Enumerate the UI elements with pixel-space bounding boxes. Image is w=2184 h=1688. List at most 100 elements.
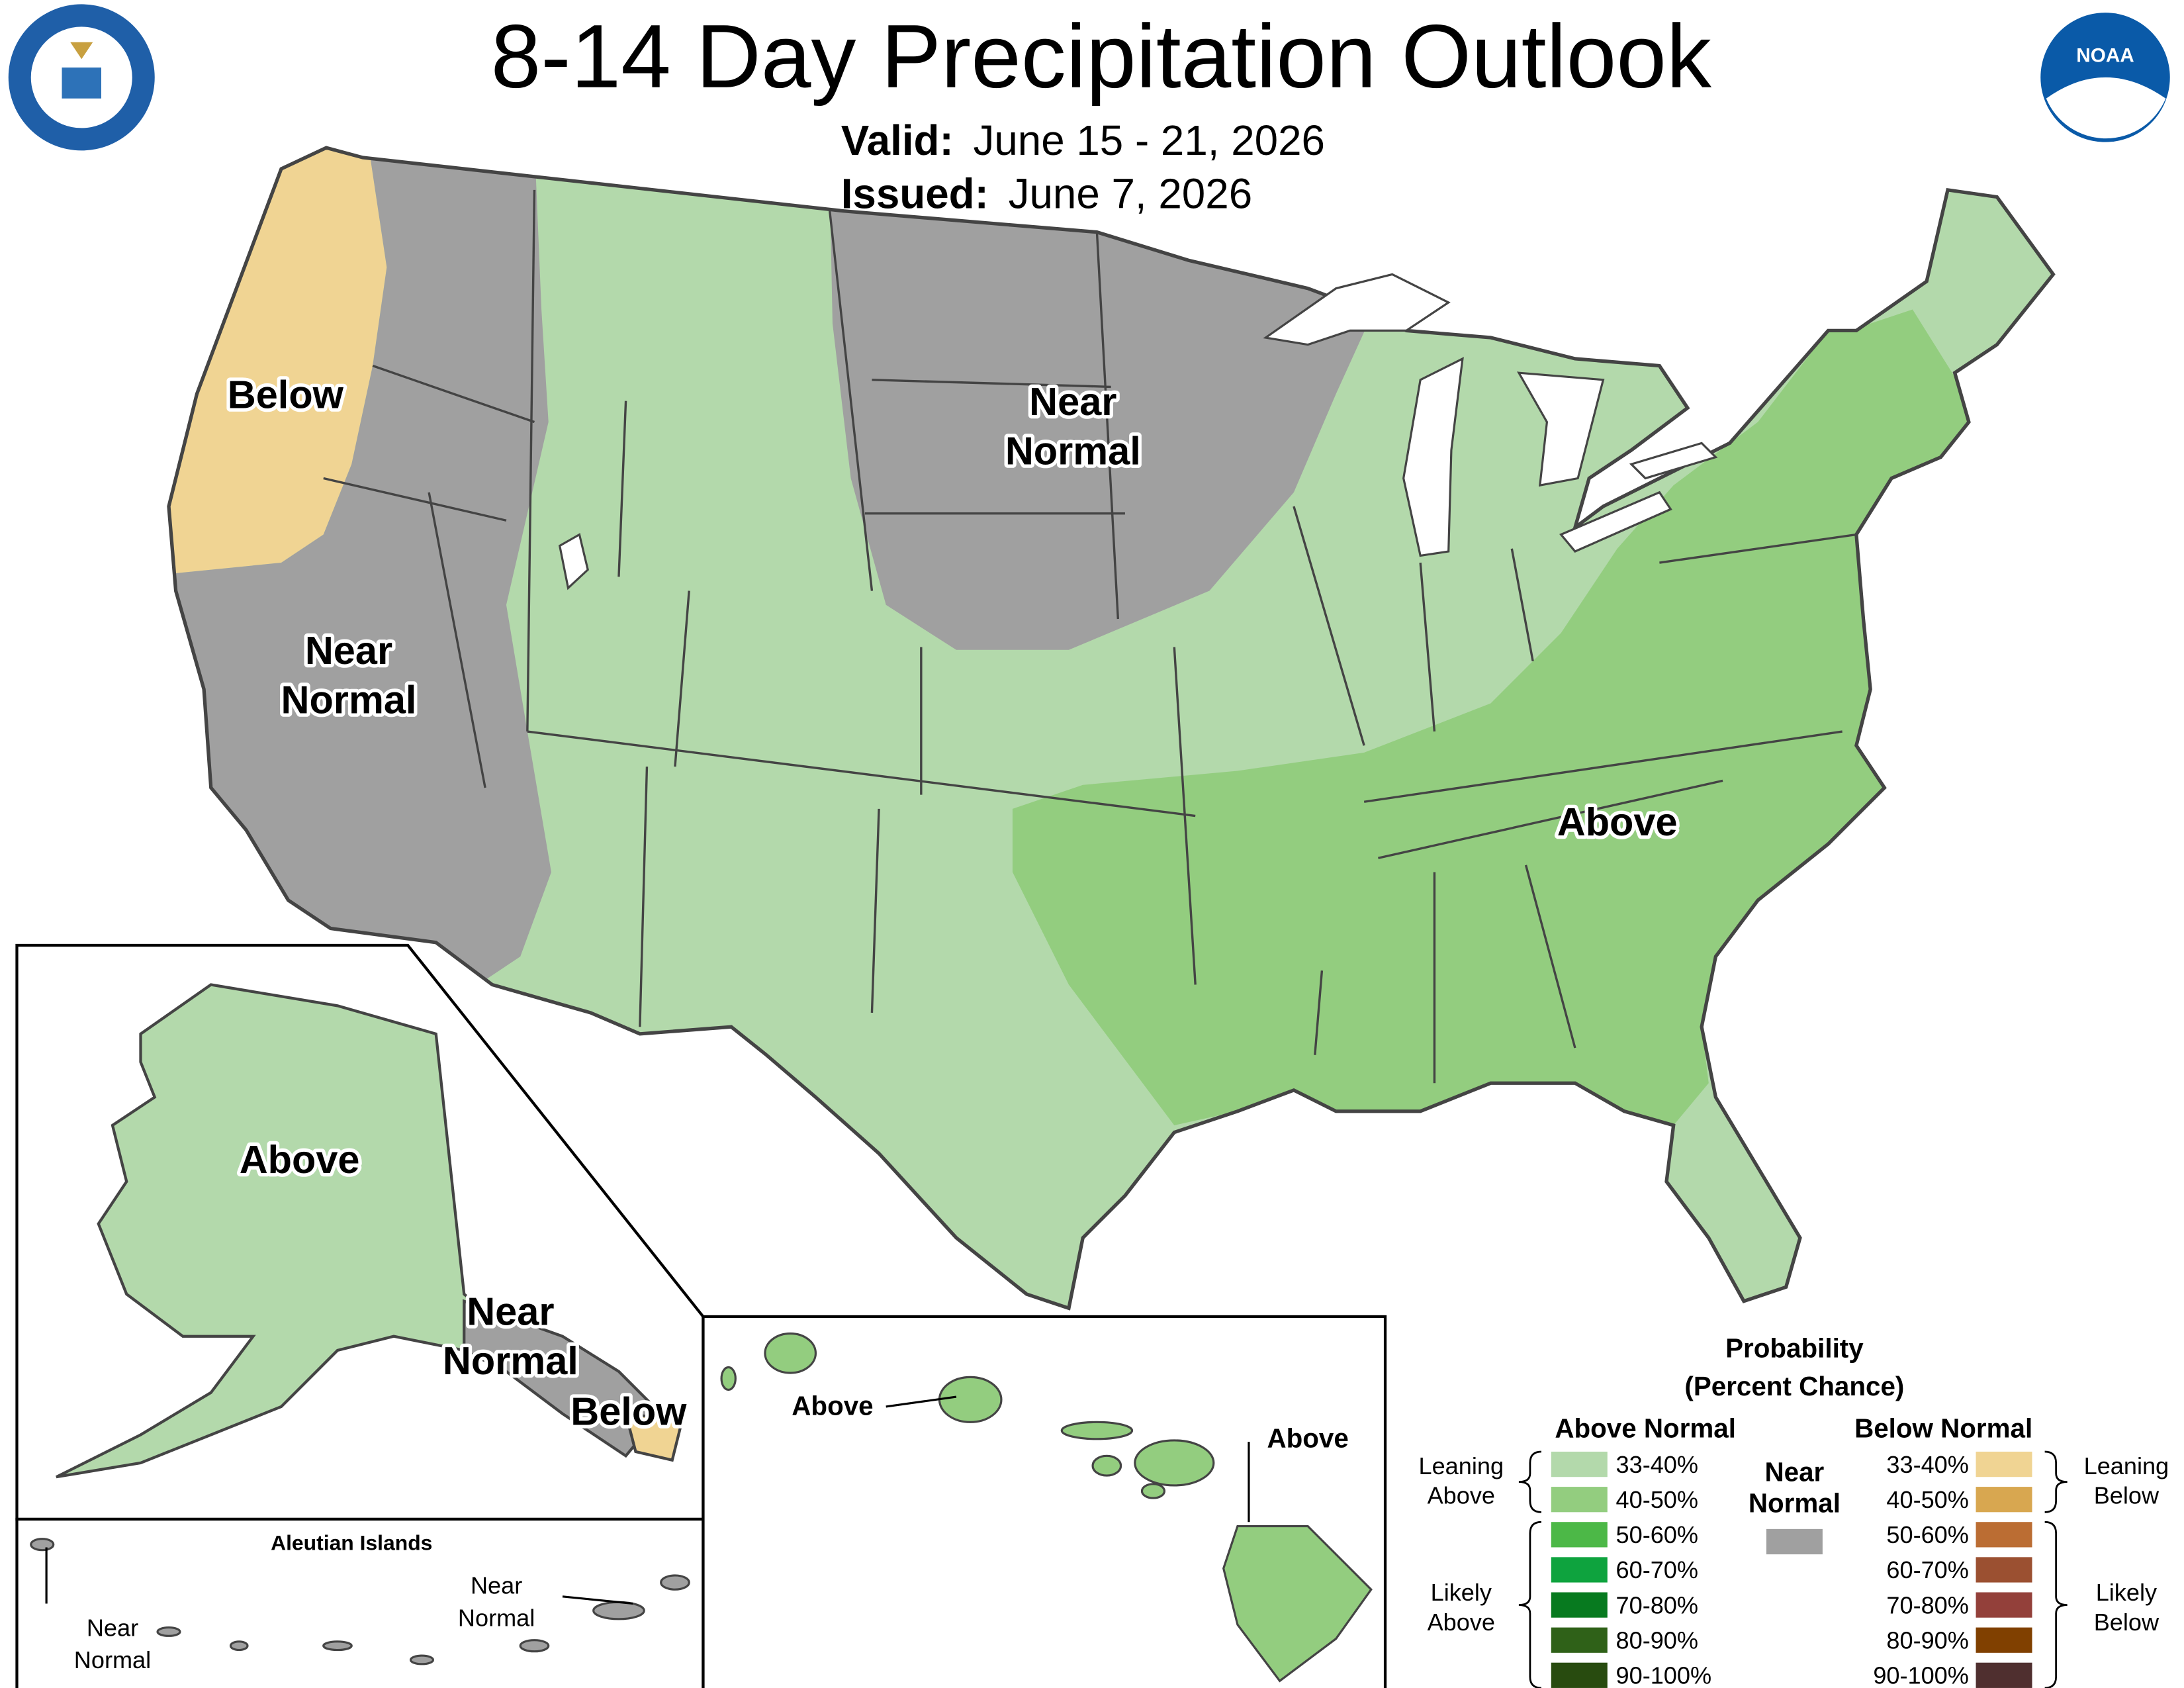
legend-swatch bbox=[1551, 1662, 1608, 1688]
noaa-logo: NOAA bbox=[2040, 13, 2170, 142]
legend-label: 40-50% bbox=[1886, 1486, 1968, 1513]
aleutian-label: Near Normal bbox=[458, 1572, 535, 1632]
conus-label: Near Normal bbox=[1005, 379, 1141, 473]
alaska-label: Near Normal bbox=[443, 1289, 578, 1383]
aleutian-title: Aleutian Islands bbox=[271, 1531, 432, 1555]
conus-label-line: Normal bbox=[1005, 428, 1141, 473]
group-label-line: Leaning bbox=[2084, 1452, 2169, 1479]
conus-label: Above bbox=[1557, 800, 1678, 844]
aleutian-islands bbox=[30, 1538, 690, 1665]
below-heading: Below Normal bbox=[1854, 1413, 2032, 1444]
group-label: Likely Below bbox=[2094, 1579, 2160, 1636]
hawaii-inset bbox=[702, 1315, 1387, 1688]
legend-swatch bbox=[1976, 1557, 2032, 1583]
above-heading: Above Normal bbox=[1555, 1413, 1736, 1444]
legend-label: 50-60% bbox=[1616, 1521, 1698, 1548]
legend-swatch bbox=[1551, 1487, 1608, 1513]
leader-lines bbox=[886, 1395, 1250, 1523]
aleutian-label-line: Near bbox=[471, 1572, 522, 1599]
group-label-line: Above bbox=[1428, 1609, 1495, 1636]
hawaii-label: Above bbox=[792, 1391, 873, 1421]
legend-swatch bbox=[1551, 1451, 1608, 1477]
group-label-line: Likely bbox=[1431, 1579, 1492, 1606]
legend-swatch bbox=[1551, 1557, 1608, 1583]
noaa-text: NOAA bbox=[2076, 45, 2134, 67]
conus-label: Near Normal bbox=[281, 628, 417, 722]
legend-swatch bbox=[1976, 1662, 2032, 1688]
alaska-label: Below bbox=[570, 1389, 687, 1434]
alaska-label: Above bbox=[240, 1137, 360, 1182]
title: 8-14 Day Precipitation Outlook bbox=[491, 6, 1712, 107]
us-outline bbox=[167, 146, 2056, 1311]
legend-swatch bbox=[1976, 1487, 2032, 1513]
alaska-near bbox=[463, 1299, 663, 1458]
valid-label: Valid: bbox=[841, 117, 954, 164]
group-label: Leaning Below bbox=[2084, 1452, 2169, 1509]
legend-label: 70-80% bbox=[1616, 1591, 1698, 1618]
group-label-line: Leaning bbox=[1419, 1452, 1504, 1479]
alaska-above bbox=[56, 983, 537, 1479]
legend-label: 80-90% bbox=[1616, 1626, 1698, 1654]
alaska-inset bbox=[15, 943, 705, 1688]
legend-label: 40-50% bbox=[1616, 1486, 1698, 1513]
state-lines bbox=[323, 189, 1857, 1084]
conus-label-line: Near bbox=[1029, 379, 1116, 424]
leader-lines bbox=[45, 1547, 633, 1605]
issued-label: Issued: bbox=[841, 170, 989, 218]
legend-label: 60-70% bbox=[1616, 1556, 1698, 1583]
brace bbox=[1518, 1521, 1541, 1688]
alaska-below bbox=[623, 1412, 684, 1462]
great-lakes bbox=[558, 273, 1718, 590]
region-near-central bbox=[829, 183, 1371, 650]
aleutian-label-line: Normal bbox=[74, 1646, 151, 1673]
alaska-label-line: Below bbox=[570, 1389, 687, 1434]
group-label-line: Above bbox=[1428, 1482, 1495, 1509]
legend-swatch bbox=[1551, 1592, 1608, 1618]
legend-swatch bbox=[1976, 1522, 2032, 1548]
issued-line: Issued: June 7, 2026 bbox=[841, 170, 1252, 218]
hawaii-label-line: Above bbox=[792, 1391, 873, 1421]
alaska-label-line: Near bbox=[467, 1289, 554, 1334]
valid-line: Valid: June 15 - 21, 2026 bbox=[841, 117, 1325, 164]
group-label-line: Below bbox=[2094, 1609, 2160, 1636]
near-label-line: Near bbox=[1765, 1457, 1825, 1487]
legend: Probability (Percent Chance) Above Normal B… bbox=[1419, 1333, 2169, 1688]
conus-label-line: Below bbox=[228, 372, 344, 416]
legend-swatch bbox=[1766, 1528, 1823, 1555]
hawaii-islands bbox=[720, 1332, 1373, 1683]
legend-label: 90-100% bbox=[1873, 1662, 1969, 1688]
hawaii-label-line: Above bbox=[1267, 1423, 1348, 1454]
legend-swatch bbox=[1976, 1627, 2032, 1653]
group-label-line: Likely bbox=[2096, 1579, 2157, 1606]
legend-label: 90-100% bbox=[1616, 1662, 1712, 1688]
aleutian-label-line: Near bbox=[87, 1614, 138, 1641]
aleutian-box bbox=[15, 1517, 705, 1688]
aleutian-label: Near Normal bbox=[74, 1614, 151, 1673]
legend-swatch bbox=[1551, 1627, 1608, 1653]
issued-date: June 7, 2026 bbox=[1009, 170, 1253, 218]
alaska-label-line: Above bbox=[240, 1137, 360, 1182]
aleutian-label-line: Normal bbox=[458, 1604, 535, 1631]
legend-title: Probability bbox=[1725, 1333, 1864, 1364]
conus-label-line: Normal bbox=[281, 677, 417, 722]
group-label-line: Below bbox=[2094, 1482, 2160, 1509]
brace bbox=[2044, 1521, 2068, 1688]
legend-label: 33-40% bbox=[1886, 1451, 1968, 1478]
legend-label: 70-80% bbox=[1886, 1591, 1968, 1618]
legend-swatch bbox=[1976, 1592, 2032, 1618]
conus-label-line: Near bbox=[305, 628, 392, 673]
valid-dates: June 15 - 21, 2026 bbox=[973, 117, 1325, 164]
group-label: Leaning Above bbox=[1419, 1452, 1504, 1509]
near-label: Near Normal bbox=[1749, 1457, 1841, 1519]
near-label-line: Normal bbox=[1749, 1487, 1841, 1518]
conus-label-line: Above bbox=[1557, 800, 1678, 844]
alaska-label-line: Normal bbox=[443, 1338, 578, 1383]
legend-label: 60-70% bbox=[1886, 1556, 1968, 1583]
group-label: Likely Above bbox=[1428, 1579, 1495, 1636]
hawaii-label: Above bbox=[1267, 1423, 1348, 1454]
legend-swatch bbox=[1976, 1451, 2032, 1477]
conus-label: Below bbox=[228, 372, 344, 416]
legend-subtitle: (Percent Chance) bbox=[1684, 1371, 1904, 1401]
